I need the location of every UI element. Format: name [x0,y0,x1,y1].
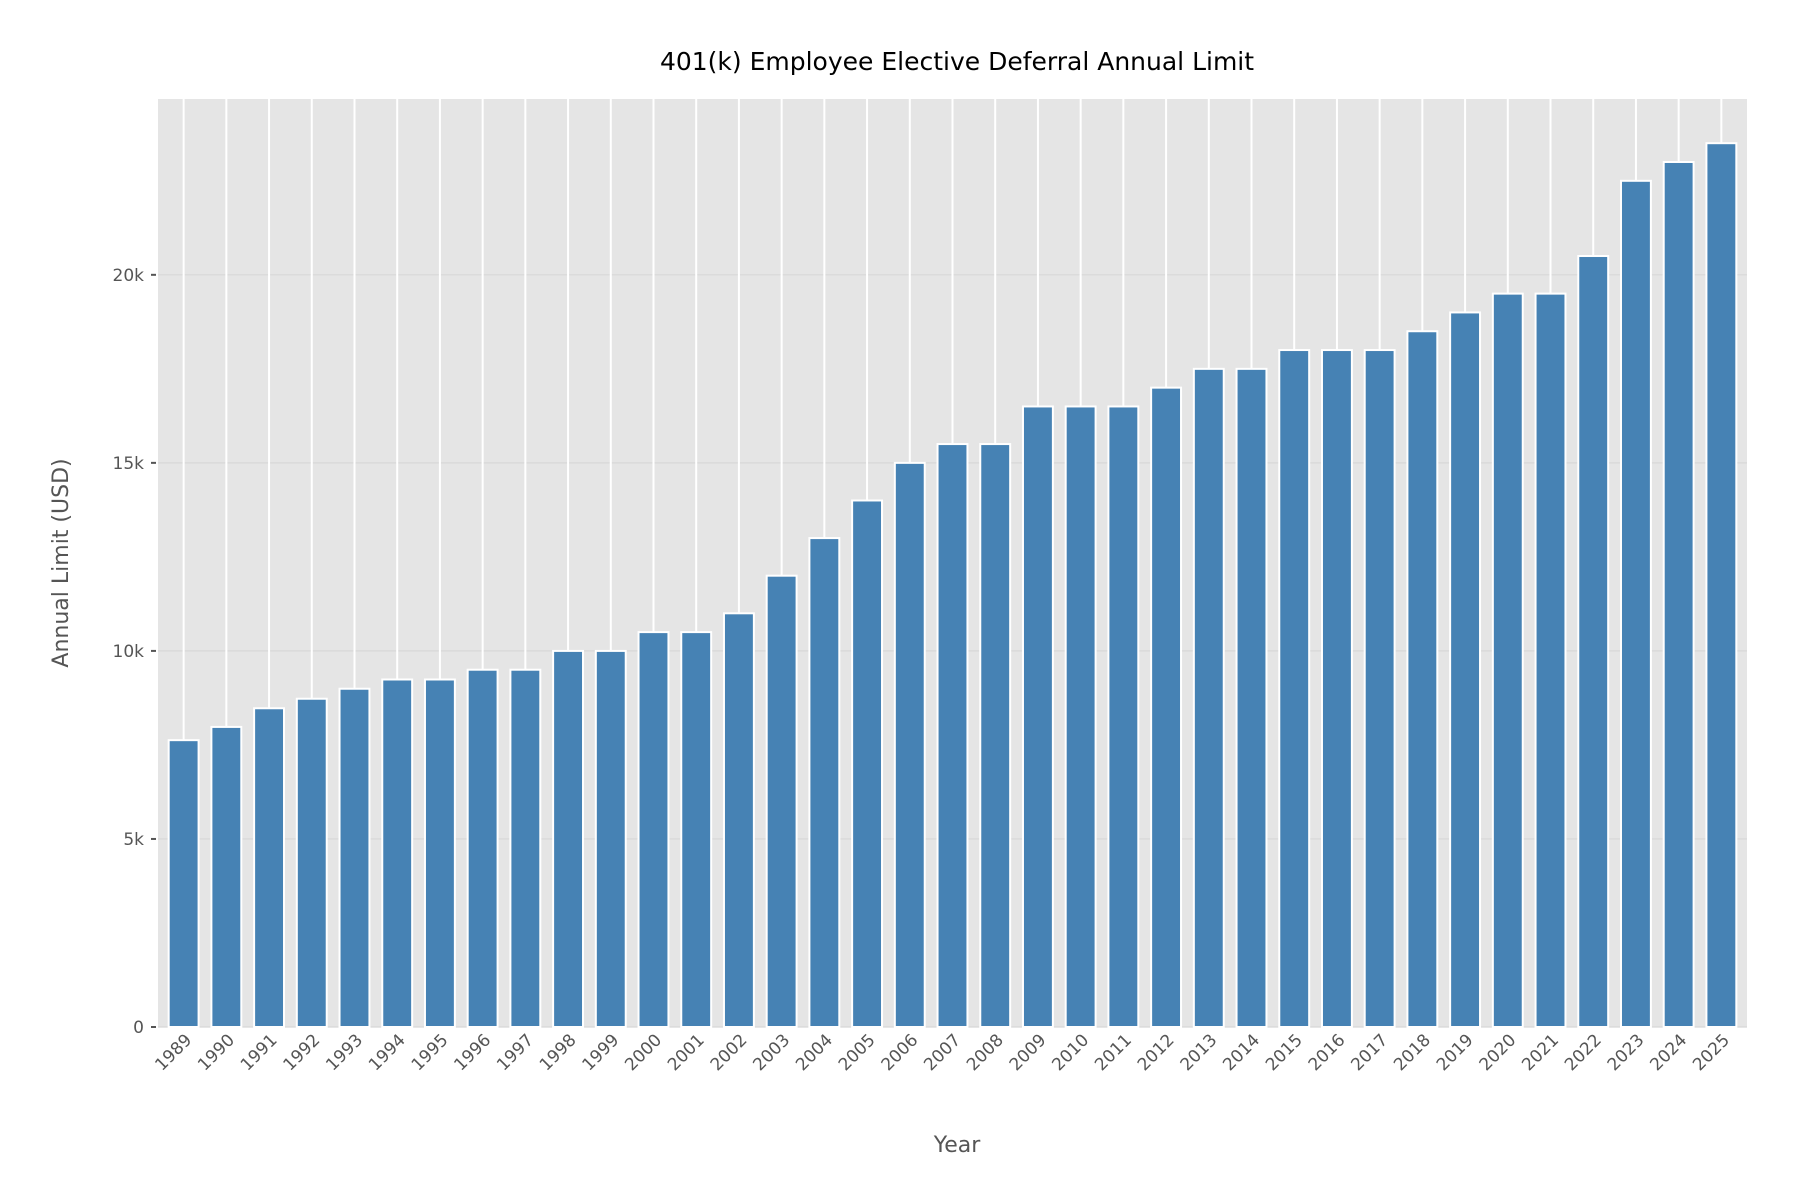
x-tick-label: 1997 [493,1030,538,1075]
x-tick-label: 2025 [1689,1030,1734,1075]
bar-1993 [338,687,371,1028]
x-tick-label: 2009 [1006,1030,1051,1075]
x-tick-label: 1993 [322,1030,367,1075]
bar-1992 [295,697,328,1028]
y-tick-label: 20k [113,266,145,286]
bar-1990 [210,725,243,1028]
bar-2018 [1406,330,1439,1028]
y-tick-label: 5k [123,830,144,850]
bar-1995 [423,678,456,1028]
x-tick-label: 2004 [792,1030,837,1075]
bar-2020 [1491,292,1524,1028]
bar-2015 [1278,349,1311,1029]
x-tick-label: 1989 [151,1030,196,1075]
x-tick-label: 1996 [450,1030,495,1075]
bar-1999 [594,649,627,1028]
x-tick-label: 2003 [749,1030,794,1075]
bar-2006 [893,461,926,1028]
x-tick-label: 2007 [920,1030,965,1075]
x-tick-label: 2006 [878,1030,923,1075]
x-tick-label: 1998 [536,1030,581,1075]
bar-2014 [1235,367,1268,1028]
x-tick-label: 1999 [579,1030,624,1075]
x-tick-label: 1990 [194,1030,239,1075]
x-tick-label: 2018 [1390,1030,1435,1075]
bar-2012 [1150,386,1183,1028]
x-tick-label: 2010 [1048,1030,1093,1075]
bar-2009 [1021,405,1054,1028]
bar-2002 [722,612,755,1029]
x-tick-label: 2019 [1433,1030,1478,1075]
bar-2011 [1107,405,1140,1028]
x-tick-label: 2021 [1518,1030,1563,1075]
bar-1994 [381,678,414,1028]
x-tick-label: 1995 [408,1030,453,1075]
x-tick-label: 2002 [707,1030,752,1075]
x-tick-label: 1991 [237,1030,282,1075]
bar-2004 [808,537,841,1028]
x-tick-label: 2022 [1561,1030,1606,1075]
bar-2010 [1064,405,1097,1028]
x-tick-label: 2008 [963,1030,1008,1075]
x-tick-label: 2024 [1646,1030,1691,1075]
x-tick-label: 2020 [1476,1030,1521,1075]
x-tick-label: 2014 [1219,1030,1264,1075]
bar-2024 [1662,160,1695,1028]
y-tick-label: 10k [113,642,145,662]
bar-2013 [1192,367,1225,1028]
x-tick-label: 1992 [280,1030,325,1075]
x-tick-label: 2013 [1177,1030,1222,1075]
bar-2016 [1320,349,1353,1029]
bar-2001 [680,631,713,1028]
x-tick-label: 1994 [365,1030,410,1075]
bar-2007 [936,443,969,1028]
bar-2000 [637,631,670,1028]
y-tick-label: 0 [133,1018,144,1038]
bar-1991 [253,707,286,1029]
x-tick-label: 2000 [621,1030,666,1075]
bar-1996 [466,668,499,1028]
x-tick-label: 2015 [1262,1030,1307,1075]
bar-2008 [979,443,1012,1028]
bar-2023 [1619,179,1652,1029]
x-tick-label: 2023 [1604,1030,1649,1075]
y-tick-label: 15k [113,454,145,474]
y-axis-label: Annual Limit (USD) [49,458,74,667]
bar-2003 [765,574,798,1028]
x-tick-label: 2005 [835,1030,880,1075]
bar-2017 [1363,349,1396,1029]
bar-1998 [552,649,585,1028]
chart-title: 401(k) Employee Elective Deferral Annual… [660,47,1254,76]
x-tick-label: 2017 [1347,1030,1392,1075]
x-tick-label: 2001 [664,1030,709,1075]
bar-1997 [509,668,542,1028]
bar-2005 [851,499,884,1029]
x-tick-label: 2011 [1091,1030,1136,1075]
bar-2019 [1449,311,1482,1028]
x-tick-label: 2016 [1305,1030,1350,1075]
bar-2022 [1577,255,1610,1028]
bar-2025 [1705,142,1738,1028]
x-axis-label: Year [933,1133,982,1158]
bar-1989 [167,739,200,1028]
bar-2021 [1534,292,1567,1028]
x-tick-label: 2012 [1134,1030,1179,1075]
